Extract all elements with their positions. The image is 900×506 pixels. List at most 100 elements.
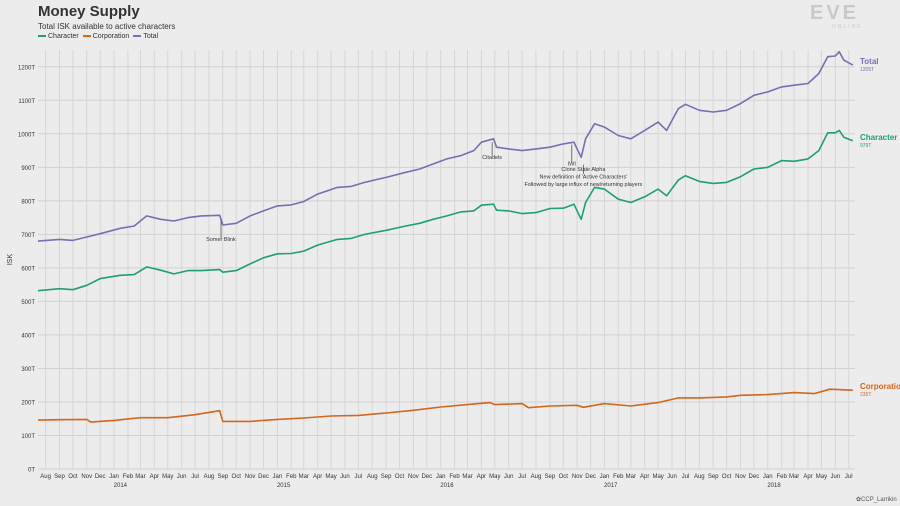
legend-swatch-corporation [82, 35, 91, 38]
x-tick-label: Jan [436, 474, 446, 480]
x-tick-label: Sep [381, 474, 392, 480]
x-tick-label: Jan [600, 474, 610, 480]
legend-item-corporation: Corporation [82, 33, 130, 40]
x-tick-label: Jun [340, 474, 350, 480]
x-tick-label: Mar [789, 474, 799, 480]
legend-swatch-character [38, 35, 46, 38]
eve-logo: EVE [810, 2, 860, 24]
x-tick-label: Sep [217, 474, 228, 480]
x-tick-label: Dec [258, 474, 269, 480]
year-label: 2016 [440, 483, 454, 489]
annotation-text: Clone State Alpha [561, 167, 606, 173]
x-tick-label: May [325, 474, 336, 480]
grid [38, 50, 855, 470]
x-tick-label: Jan [109, 474, 119, 480]
x-tick-label: Apr [803, 474, 812, 480]
x-tick-label: Feb [776, 474, 787, 480]
legend-label-character: Character [48, 33, 79, 40]
axes: 0T 100T 200T 300T 400T 500T 600T 700T 800T 900T 10… [7, 65, 853, 489]
y-tick-label: 200T [21, 400, 35, 406]
end-value-character: 979T [860, 143, 871, 149]
series-line-character [37, 129, 854, 292]
x-tick-label: Jun [504, 474, 514, 480]
x-tick-label: Jan [273, 474, 283, 480]
series-line-total [37, 50, 854, 242]
series-layer [37, 50, 854, 423]
x-tick-label: Mar [462, 474, 472, 480]
legend-item-total: Total [133, 33, 158, 40]
x-tick-label: Jan [763, 474, 773, 480]
x-tick-label: Apr [477, 474, 486, 480]
x-tick-label: Sep [708, 474, 719, 480]
year-label: 2017 [604, 483, 618, 489]
x-tick-label: Jul [355, 474, 363, 480]
legend-item-character: Character [38, 33, 79, 40]
x-tick-label: Nov [735, 474, 746, 480]
x-tick-label: Jul [845, 474, 853, 480]
y-tick-label: 900T [21, 166, 35, 172]
y-tick-label: 600T [21, 266, 35, 272]
x-tick-label: Mar [626, 474, 636, 480]
x-tick-label: Dec [749, 474, 760, 480]
x-tick-label: Aug [531, 474, 542, 480]
x-tick-label: Sep [54, 474, 65, 480]
y-tick-label: 700T [21, 233, 35, 239]
x-tick-label: Feb [613, 474, 624, 480]
x-tick-label: Nov [245, 474, 256, 480]
x-tick-label: Oct [232, 474, 242, 480]
y-tick-label: 100T [21, 434, 35, 440]
x-tick-label: Jun [830, 474, 840, 480]
legend-label-total: Total [143, 33, 159, 40]
x-tick-label: Aug [367, 474, 378, 480]
x-tick-label: Nov [408, 474, 419, 480]
x-tick-label: Jun [667, 474, 677, 480]
x-tick-label: Feb [123, 474, 134, 480]
y-tick-label: 1100T [18, 99, 35, 105]
x-tick-label: Feb [286, 474, 297, 480]
series-line-corporation [37, 388, 853, 423]
y-tick-label: 1200T [18, 65, 35, 71]
x-tick-label: Mar [135, 474, 145, 480]
x-tick-label: Jul [518, 474, 526, 480]
legend-swatch-total [133, 35, 142, 38]
x-tick-label: Oct [722, 474, 732, 480]
x-tick-label: Oct [68, 474, 78, 480]
y-tick-label: 0T [28, 468, 35, 474]
legend: Character Corporation Total [38, 33, 158, 40]
x-tick-label: Dec [95, 474, 106, 480]
year-label: 2014 [114, 483, 128, 489]
x-tick-label: Feb [449, 474, 460, 480]
end-label-corporation: Corporation [860, 382, 900, 391]
y-axis-label: ISK [7, 254, 14, 266]
year-label: 2018 [767, 483, 781, 489]
end-label-character: Character [860, 133, 897, 142]
annotation-text: IWI [568, 162, 577, 168]
x-tick-label: Sep [545, 474, 556, 480]
x-tick-label: Mar [299, 474, 309, 480]
x-tick-label: May [652, 474, 663, 480]
y-tick-label: 500T [21, 300, 35, 306]
chart-title: Money Supply [38, 3, 140, 20]
x-tick-label: Dec [585, 474, 596, 480]
x-tick-label: Dec [421, 474, 432, 480]
legend-label-corporation: Corporation [92, 33, 130, 40]
annotation-text: Citadels [482, 155, 502, 161]
x-tick-label: Jul [191, 474, 199, 480]
x-tick-label: Apr [313, 474, 322, 480]
x-tick-label: Jun [177, 474, 187, 480]
year-label: 2015 [277, 483, 291, 489]
x-tick-label: Nov [81, 474, 92, 480]
x-tick-label: May [162, 474, 173, 480]
x-tick-label: Oct [395, 474, 405, 480]
chart-subtitle: Total ISK available to active characters [38, 22, 176, 31]
y-tick-label: 800T [21, 199, 35, 205]
x-tick-label: May [489, 474, 500, 480]
end-label-total: Total [860, 57, 879, 66]
eve-logo-subtext: ONLINE [832, 24, 863, 30]
x-tick-label: Apr [150, 474, 159, 480]
y-tick-label: 1000T [18, 132, 35, 138]
x-tick-label: Aug [204, 474, 215, 480]
